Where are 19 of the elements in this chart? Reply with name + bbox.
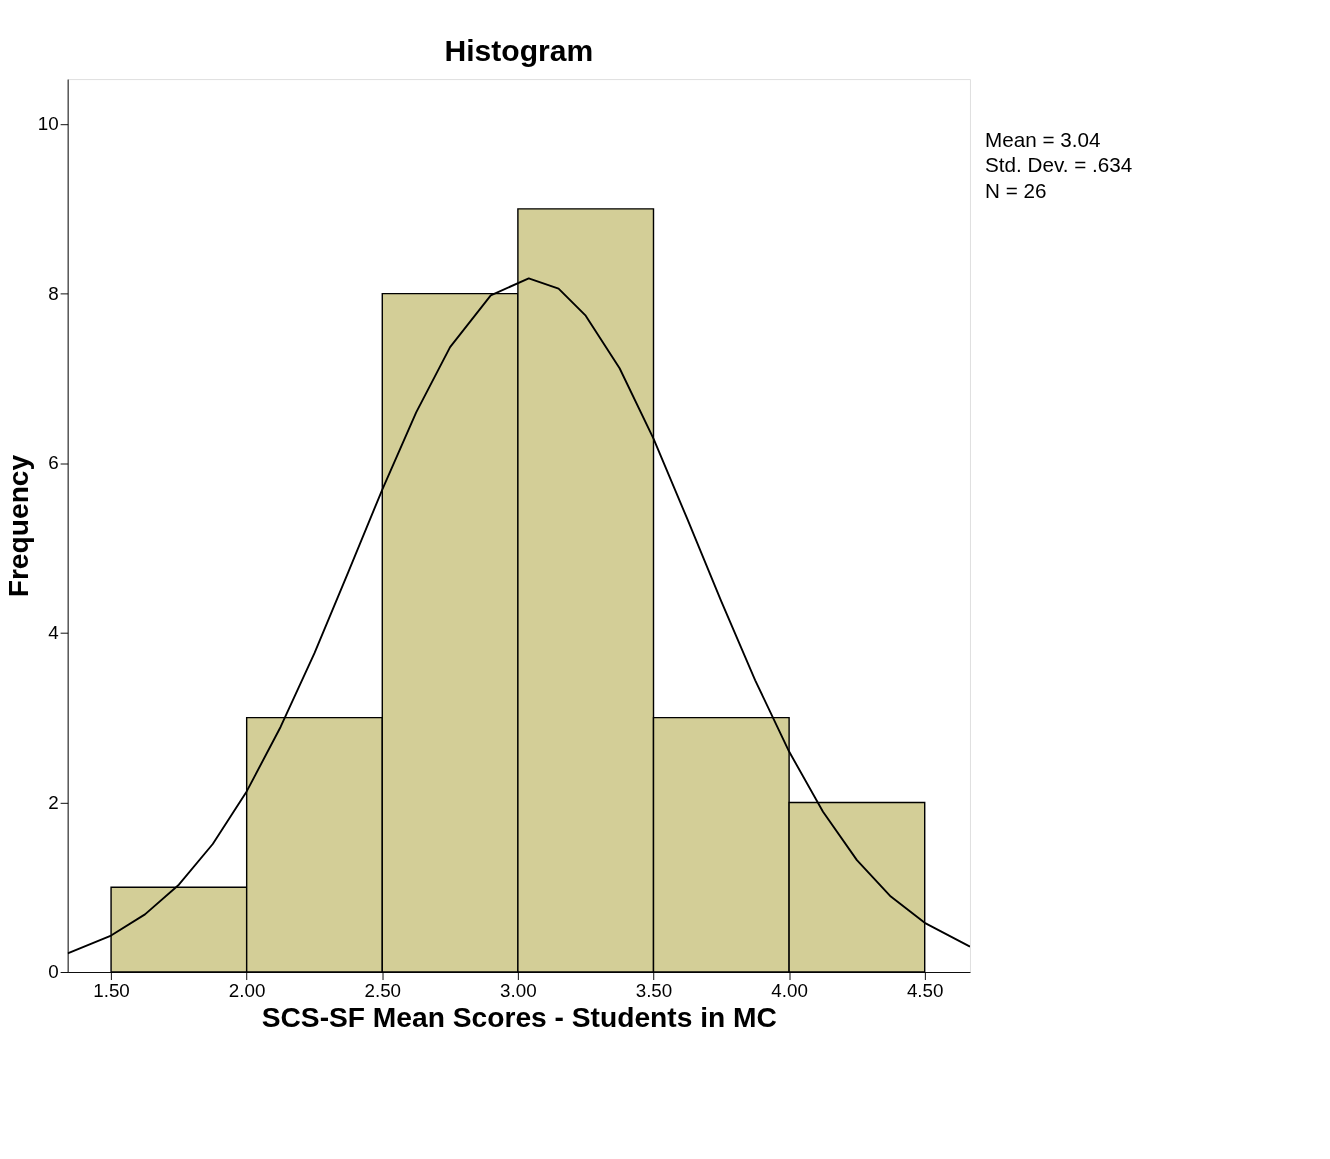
y-tick-label: 0 xyxy=(48,961,59,983)
y-tick-label: 2 xyxy=(48,791,59,813)
text: N = 26 xyxy=(985,178,1047,202)
x-tick-label: 4.50 xyxy=(906,979,944,1001)
y-tick-label: 10 xyxy=(37,113,59,135)
x-tick-label: 2.50 xyxy=(364,979,402,1001)
text: Std. Dev. = .634 xyxy=(985,153,1133,177)
x-tick-label: 4.00 xyxy=(771,979,808,1001)
x-tick-label: 3.00 xyxy=(500,979,537,1001)
y-tick-label: 6 xyxy=(48,452,59,474)
x-tick-label: 3.50 xyxy=(635,979,673,1001)
chart-title: Histogram xyxy=(444,34,594,68)
x-axis-title: SCS-SF Mean Scores - Students in MC xyxy=(261,1001,777,1034)
y-axis-title: Frequency xyxy=(2,454,35,598)
x-tick-label: 2.00 xyxy=(228,979,266,1001)
y-tick-label: 8 xyxy=(48,282,59,304)
text: Mean = 3.04 xyxy=(985,127,1101,151)
x-tick-label: 1.50 xyxy=(93,979,130,1001)
y-tick-label: 4 xyxy=(48,621,59,643)
